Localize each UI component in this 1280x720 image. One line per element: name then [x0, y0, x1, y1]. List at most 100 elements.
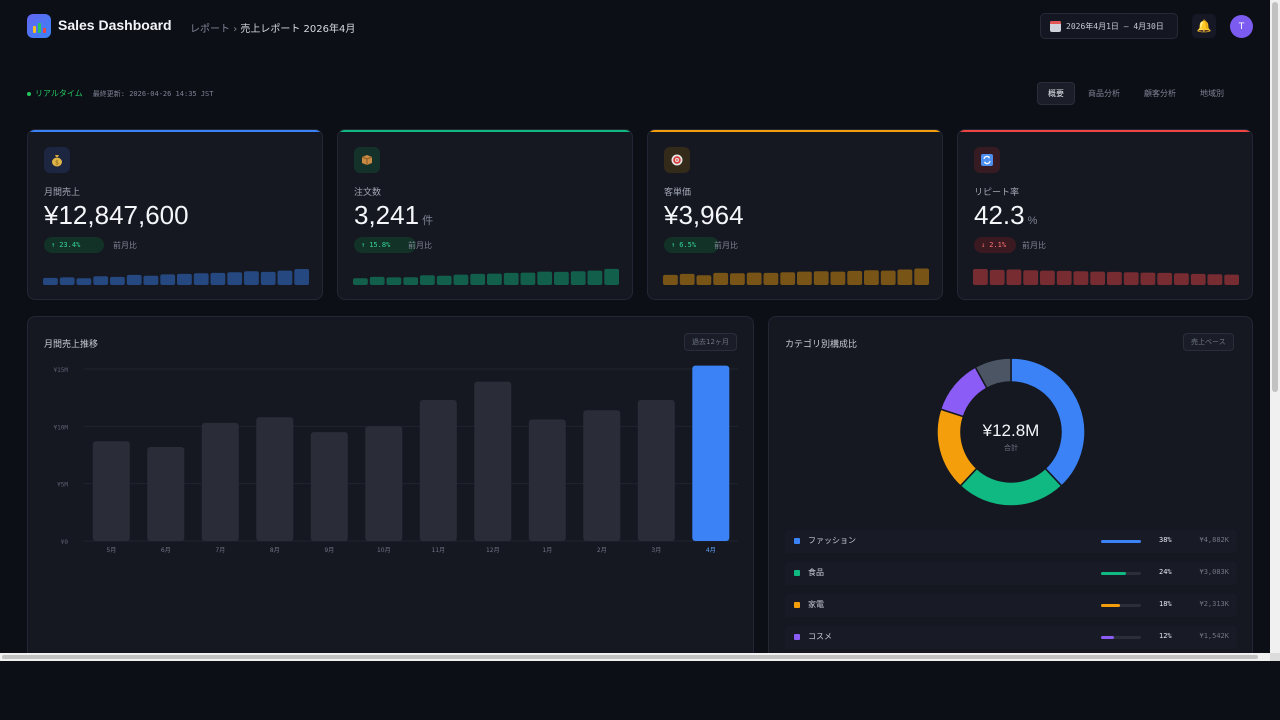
- legend-row-food[interactable]: 食品 24% ¥3,083K: [785, 562, 1237, 585]
- date-range-picker[interactable]: 2026年4月1日 — 4月30日: [1040, 13, 1178, 39]
- spark-bar: [914, 268, 929, 285]
- horizontal-scrollbar[interactable]: [0, 653, 1270, 661]
- spark-bar: [570, 271, 586, 285]
- spark-bar: [453, 274, 469, 285]
- spark-bar: [763, 272, 779, 285]
- tab-product-analysis[interactable]: 商品分析: [1088, 89, 1120, 98]
- breadcrumb: レポート › 売上レポート 2026年4月: [190, 20, 355, 35]
- legend-percent: 18%: [1159, 600, 1172, 608]
- spark-bar: [420, 275, 435, 285]
- legend-row-cosmetics[interactable]: コスメ 12% ¥1,542K: [785, 626, 1237, 649]
- spark-bar: [110, 276, 125, 285]
- spark-bar: [663, 274, 678, 285]
- donut-slice[interactable]: [974, 357, 1012, 390]
- notifications-button[interactable]: 🔔: [1192, 14, 1216, 38]
- breadcrumb-parent[interactable]: レポート: [190, 24, 230, 35]
- spark-bar: [353, 278, 368, 285]
- x-tick-label: 8月: [270, 547, 280, 554]
- bar[interactable]: [528, 419, 566, 542]
- kpi-value-number: 42.3: [974, 200, 1025, 230]
- kpi-sparkline: [43, 269, 309, 285]
- bar[interactable]: [419, 400, 457, 541]
- bar[interactable]: [692, 365, 730, 541]
- kpi-sparkline: [353, 268, 619, 285]
- legend-row-appliances[interactable]: 家電 18% ¥2,313K: [785, 594, 1237, 617]
- vertical-scrollbar[interactable]: [1270, 0, 1280, 660]
- bell-icon: 🔔: [1196, 19, 1212, 33]
- horizontal-scrollbar-thumb[interactable]: [2, 655, 1258, 659]
- x-tick-label: 10月: [377, 547, 391, 554]
- bar[interactable]: [201, 422, 239, 541]
- bar[interactable]: [256, 417, 294, 541]
- kpi-compare-label: 前月比: [113, 241, 137, 250]
- bar[interactable]: [147, 447, 185, 541]
- basis-button[interactable]: 売上ベース: [1183, 333, 1234, 351]
- package-icon: [354, 147, 380, 173]
- spark-bar: [1107, 271, 1122, 285]
- spark-bar: [277, 270, 293, 285]
- last-updated: 最終更新: 2026-04-26 14:35 JST: [92, 90, 214, 98]
- legend-name: 食品: [808, 568, 824, 577]
- kpi-compare-label: 前月比: [714, 241, 738, 250]
- arrow-up-icon: ↑: [361, 241, 366, 249]
- spark-bar: [989, 269, 1005, 285]
- spark-bar: [880, 270, 896, 285]
- repeat-icon: [974, 147, 1000, 173]
- spark-bar: [864, 270, 879, 285]
- spark-bar: [713, 272, 729, 285]
- bar[interactable]: [92, 441, 130, 541]
- spark-bar: [797, 271, 812, 285]
- spark-bar: [554, 271, 569, 285]
- avatar[interactable]: T: [1230, 15, 1253, 38]
- app-title: Sales Dashboard: [58, 17, 172, 33]
- spark-bar: [973, 269, 988, 285]
- legend-swatch: [794, 634, 800, 640]
- bar[interactable]: [310, 432, 348, 541]
- vertical-scrollbar-thumb[interactable]: [1272, 2, 1278, 392]
- legend-swatch: [794, 538, 800, 544]
- spark-bar: [1123, 272, 1139, 285]
- arrow-up-icon: ↑: [671, 241, 676, 249]
- bar[interactable]: [365, 426, 403, 541]
- spark-bar: [1190, 273, 1206, 285]
- kpi-value: 3,241 件: [354, 200, 433, 231]
- spark-bar: [746, 272, 762, 285]
- kpi-label: 月間売上: [44, 188, 81, 198]
- bar[interactable]: [583, 410, 621, 541]
- legend-swatch: [794, 602, 800, 608]
- kpi-card-order-count: 注文数 3,241 件 ↑ 15.8% 前月比: [337, 129, 633, 300]
- legend-name: 家電: [808, 600, 824, 609]
- bar[interactable]: [637, 400, 675, 541]
- spark-bar: [730, 273, 745, 285]
- tab-overview[interactable]: 概要: [1037, 82, 1075, 105]
- kpi-value: 42.3%: [974, 200, 1037, 231]
- money-bag-icon: $: [44, 147, 70, 173]
- target-icon: [664, 147, 690, 173]
- live-label: リアルタイム: [35, 89, 83, 98]
- spark-bar: [1157, 272, 1173, 285]
- bar[interactable]: [474, 381, 512, 541]
- spark-bar: [830, 271, 846, 285]
- spark-bar: [193, 273, 209, 285]
- x-tick-label: 2月: [597, 547, 607, 554]
- kpi-value-number: 3,241: [354, 200, 420, 230]
- category-donut-chart: [936, 357, 1086, 507]
- spark-bar: [1140, 272, 1156, 285]
- x-tick-label: 1月: [542, 547, 552, 554]
- kpi-change-badge: ↑ 23.4%: [44, 237, 104, 253]
- tab-customer-analysis[interactable]: 顧客分析: [1144, 89, 1176, 98]
- legend-row-fashion[interactable]: ファッション 38% ¥4,882K: [785, 530, 1237, 553]
- tab-by-region[interactable]: 地域別: [1200, 89, 1224, 98]
- top-bar: Sales Dashboard レポート › 売上レポート 2026年4月 20…: [0, 0, 1270, 52]
- spark-bar: [210, 272, 226, 285]
- live-status: リアルタイム 最終更新: 2026-04-26 14:35 JST: [27, 88, 213, 99]
- period-button[interactable]: 過去12ヶ月: [684, 333, 737, 351]
- scrollbar-corner: [1270, 653, 1280, 661]
- spark-bar: [244, 271, 259, 285]
- arrow-down-icon: ↓: [981, 241, 986, 249]
- donut-slice[interactable]: [959, 467, 1063, 507]
- monthly-sales-panel: 月間売上推移 過去12ヶ月 ¥0 ¥5M ¥10M ¥15M 5月 6月 7月 8月 9月 10月…: [27, 316, 754, 653]
- legend-name: コスメ: [808, 632, 832, 641]
- spark-bar: [520, 272, 536, 285]
- spark-bar: [227, 272, 243, 285]
